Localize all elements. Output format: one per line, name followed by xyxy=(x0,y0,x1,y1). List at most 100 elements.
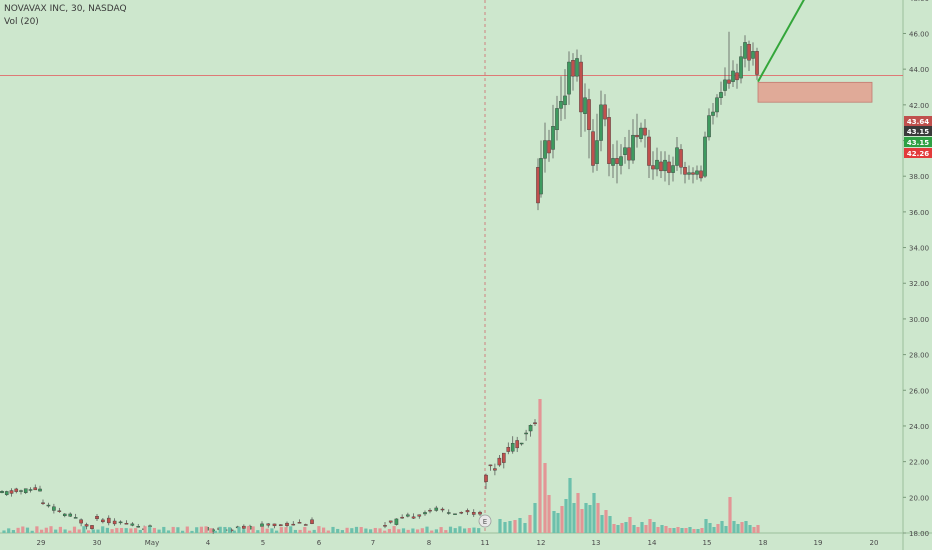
trend-arrow-line[interactable] xyxy=(757,0,818,83)
demand-zone[interactable] xyxy=(757,81,873,103)
volume-bar-up xyxy=(564,499,568,533)
candle-down xyxy=(635,134,639,138)
volume-bar-up xyxy=(223,526,227,533)
candle-down xyxy=(571,60,575,77)
volume-bar-down xyxy=(700,528,704,533)
price-label-text: 43.64 xyxy=(907,118,929,126)
price-tick-label: 18.00 xyxy=(909,530,929,538)
volume-bar-up xyxy=(748,525,752,533)
volume-bar-down xyxy=(77,529,81,533)
volume-bar-up xyxy=(30,530,34,533)
candle-down xyxy=(90,525,94,529)
volume-bar-down xyxy=(345,527,349,533)
volume-bar-down xyxy=(547,495,551,533)
candle-up xyxy=(19,490,23,492)
candle-up xyxy=(563,95,567,106)
candle-up xyxy=(446,512,451,514)
volume-bar-down xyxy=(676,527,680,533)
volume-bar-down xyxy=(115,527,119,533)
candle-up xyxy=(703,136,707,177)
candle-up xyxy=(118,521,123,524)
candle-up xyxy=(663,159,667,172)
volume-bar-down xyxy=(648,519,652,533)
volume-bar-up xyxy=(624,522,628,533)
candle-down xyxy=(747,43,751,61)
candle-down xyxy=(735,72,739,81)
candle-up xyxy=(639,127,643,139)
volume-bar-down xyxy=(439,527,443,533)
volume-bar-up xyxy=(232,530,236,533)
volume-bar-down xyxy=(72,526,77,533)
earnings-event-icon[interactable] xyxy=(478,514,492,528)
volume-bar-down xyxy=(143,526,147,533)
volume-bar-up xyxy=(712,527,716,533)
volume-bar-down xyxy=(317,526,321,533)
volume-bar-down xyxy=(303,527,307,533)
volume-bar-up xyxy=(401,528,406,533)
volume-bar-down xyxy=(528,515,532,533)
candle-down xyxy=(106,517,111,524)
volume-bar-down xyxy=(467,528,471,533)
time-tick-label: 6 xyxy=(317,539,322,547)
volume-bar-down xyxy=(44,527,48,533)
candle-down xyxy=(667,161,671,173)
candle-down xyxy=(242,525,246,529)
candle-down xyxy=(278,524,283,527)
volume-bar-up xyxy=(556,513,560,533)
time-tick-label: 5 xyxy=(261,539,265,547)
volume-bar-up xyxy=(616,525,620,533)
price-tick-label: 48.00 xyxy=(909,0,929,3)
volume-bar-up xyxy=(696,529,700,533)
volume-bar-up xyxy=(425,526,429,533)
candle-down xyxy=(603,104,607,120)
candle-down xyxy=(587,99,591,131)
candle-up xyxy=(575,58,579,77)
volume-bar-down xyxy=(35,526,39,533)
volume-bar-down xyxy=(16,527,20,533)
candle-up xyxy=(599,104,603,141)
candle-up xyxy=(611,158,615,166)
candle-down xyxy=(400,516,404,519)
candle-down xyxy=(303,524,308,526)
volume-bar-down xyxy=(49,526,53,533)
candle-down xyxy=(493,468,497,471)
candle-down xyxy=(101,519,105,523)
volume-bar-up xyxy=(680,528,684,533)
volume-bar-up xyxy=(660,525,664,533)
candle-down xyxy=(615,158,619,164)
candle-up xyxy=(23,488,28,493)
candle-down xyxy=(579,61,583,113)
price-tick-label: 32.00 xyxy=(909,280,929,288)
volume-bar-down xyxy=(543,463,547,533)
volume-bar-down xyxy=(119,527,124,533)
volume-bar-up xyxy=(498,519,502,533)
candle-down xyxy=(691,172,695,175)
candle-down xyxy=(607,117,611,164)
candle-down xyxy=(471,512,476,515)
time-tick-label: 11 xyxy=(481,539,490,547)
candle-up xyxy=(38,488,42,492)
volume-bar-down xyxy=(416,529,420,533)
price-tick-label: 24.00 xyxy=(909,423,929,431)
time-tick-label: 7 xyxy=(371,539,375,547)
price-tick-label: 20.00 xyxy=(909,494,929,502)
time-tick-label: 30 xyxy=(93,539,102,547)
volume-bar-up xyxy=(289,526,293,533)
volume-bar-down xyxy=(392,526,396,533)
volume-bar-up xyxy=(270,528,274,533)
candle-up xyxy=(559,101,563,109)
price-tick-label: 42.00 xyxy=(909,102,929,110)
volume-bar-down xyxy=(692,529,696,533)
volume-bar-down xyxy=(684,528,688,533)
volume-bar-up xyxy=(600,515,604,533)
price-label-text: 42.26 xyxy=(907,150,929,158)
volume-bar-down xyxy=(668,528,672,533)
candle-up xyxy=(723,79,727,91)
volume-bar-down xyxy=(740,522,744,533)
volume-bar-down xyxy=(21,526,25,533)
candle-up xyxy=(52,506,56,511)
volume-bar-up xyxy=(640,522,644,533)
price-tick-label: 36.00 xyxy=(909,209,929,217)
volume-bar-down xyxy=(628,517,632,533)
